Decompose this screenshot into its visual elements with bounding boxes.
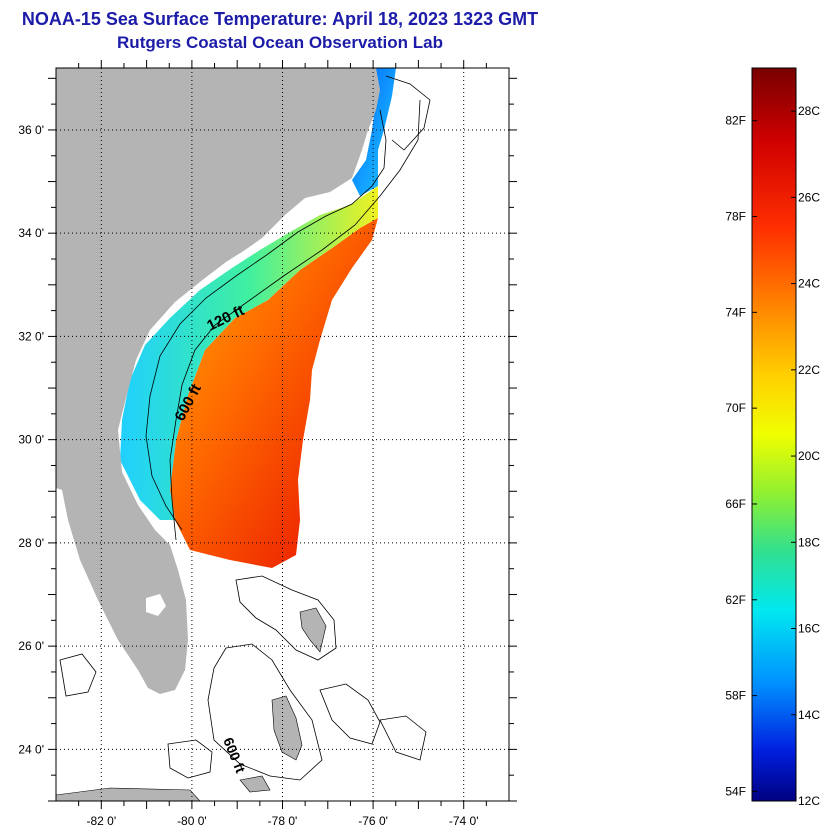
lat-label: 30 0'	[18, 433, 44, 447]
lat-label: 28 0'	[18, 536, 44, 550]
fahrenheit-label: 58F	[725, 689, 746, 703]
fahrenheit-label: 62F	[725, 593, 746, 607]
lat-label: 34 0'	[18, 226, 44, 240]
fahrenheit-label: 66F	[725, 497, 746, 511]
island	[299, 607, 327, 653]
map-subtitle: Rutgers Coastal Ocean Observation Lab	[117, 33, 443, 52]
lon-label: -80 0'	[177, 814, 207, 828]
colorbar	[751, 67, 797, 802]
celsius-label: 28C	[798, 104, 820, 118]
lat-label: 32 0'	[18, 329, 44, 343]
celsius-label: 16C	[798, 622, 820, 636]
lon-label: -74 0'	[449, 814, 479, 828]
fahrenheit-label: 54F	[725, 784, 746, 798]
fahrenheit-label: 70F	[725, 401, 746, 415]
celsius-label: 12C	[798, 794, 820, 808]
map-ticks	[48, 60, 517, 809]
celsius-label: 26C	[798, 190, 820, 204]
fahrenheit-label: 82F	[725, 114, 746, 128]
colorbar-ticks	[752, 110, 796, 802]
lat-label: 36 0'	[18, 123, 44, 137]
celsius-label: 24C	[798, 277, 820, 291]
lat-labels: 24 0' 26 0' 28 0' 30 0' 32 0' 34 0' 36 0'	[18, 123, 44, 756]
lon-label: -78 0'	[268, 814, 298, 828]
celsius-label: 22C	[798, 363, 820, 377]
lat-label: 26 0'	[18, 639, 44, 653]
lon-label: -76 0'	[358, 814, 388, 828]
colorbar-fahrenheit-labels: 82F 78F 74F 70F 66F 62F 58F 54F	[725, 114, 746, 799]
map-title: NOAA-15 Sea Surface Temperature: April 1…	[21, 9, 539, 29]
island	[271, 695, 303, 761]
island	[239, 775, 271, 793]
land	[56, 68, 380, 694]
celsius-label: 18C	[798, 535, 820, 549]
fahrenheit-label: 78F	[725, 210, 746, 224]
fahrenheit-label: 74F	[725, 305, 746, 319]
sst-offshore-warm	[170, 218, 378, 568]
bathymetry-contours	[59, 75, 431, 781]
lon-labels: -82 0' -80 0' -78 0' -76 0' -74 0'	[86, 814, 478, 828]
sst-coastal-band	[120, 186, 378, 520]
colorbar-celsius-labels: 28C 26C 24C 22C 20C 18C 16C 14C 12C	[798, 104, 820, 808]
lake	[146, 594, 166, 616]
lon-label: -82 0'	[86, 814, 116, 828]
celsius-label: 14C	[798, 708, 820, 722]
sst-north-cold	[352, 68, 396, 196]
lat-label: 24 0'	[18, 742, 44, 756]
celsius-label: 20C	[798, 449, 820, 463]
contour-label-600ft-south: 600 ft	[220, 735, 249, 775]
island	[56, 787, 201, 801]
